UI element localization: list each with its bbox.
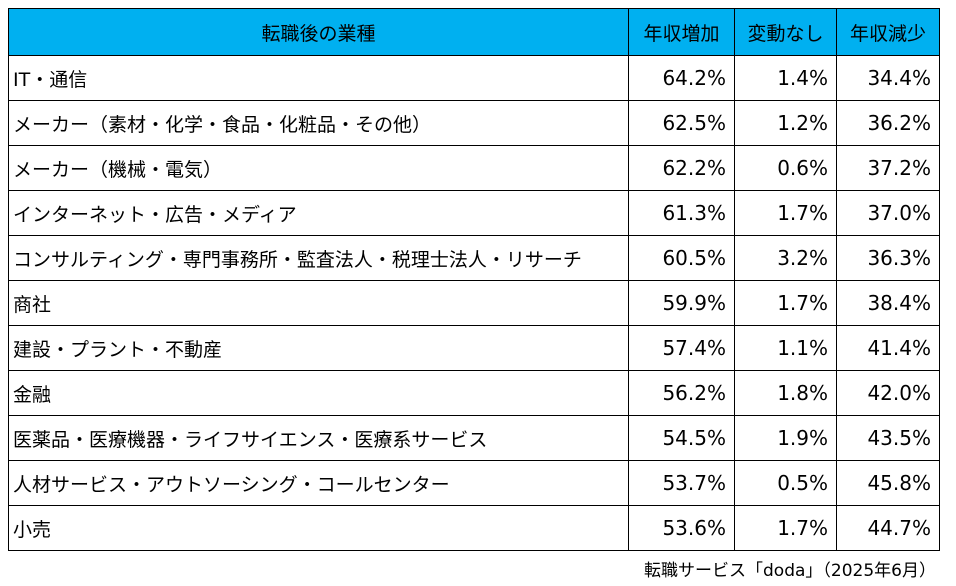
industry-cell: 建設・プラント・不動産 (8, 325, 629, 371)
unchanged-cell: 1.7% (734, 190, 837, 236)
table-row: インターネット・広告・メディア 61.3% 1.7% 37.0% (8, 190, 940, 236)
table-row: 人材サービス・アウトソーシング・コールセンター 53.7% 0.5% 45.8% (8, 460, 940, 506)
industry-cell: コンサルティング・専門事務所・監査法人・税理士法人・リサーチ (8, 235, 629, 281)
table-row: IT・通信 64.2% 1.4% 34.4% (8, 55, 940, 101)
decrease-cell: 34.4% (836, 55, 940, 101)
decrease-cell: 37.2% (836, 145, 940, 191)
header-unchanged: 変動なし (734, 8, 837, 56)
increase-cell: 53.6% (628, 505, 735, 551)
decrease-cell: 44.7% (836, 505, 940, 551)
decrease-cell: 43.5% (836, 415, 940, 461)
industry-cell: 商社 (8, 280, 629, 326)
increase-cell: 57.4% (628, 325, 735, 371)
header-decrease: 年収減少 (836, 8, 940, 56)
increase-cell: 61.3% (628, 190, 735, 236)
industry-cell: 人材サービス・アウトソーシング・コールセンター (8, 460, 629, 506)
header-row: 転職後の業種 年収増加 変動なし 年収減少 (8, 8, 940, 56)
industry-cell: 金融 (8, 370, 629, 416)
increase-cell: 53.7% (628, 460, 735, 506)
industry-cell: メーカー（素材・化学・食品・化粧品・その他） (8, 100, 629, 146)
increase-cell: 62.2% (628, 145, 735, 191)
increase-cell: 59.9% (628, 280, 735, 326)
industry-cell: 医薬品・医療機器・ライフサイエンス・医療系サービス (8, 415, 629, 461)
decrease-cell: 36.3% (836, 235, 940, 281)
increase-cell: 60.5% (628, 235, 735, 281)
table-row: 医薬品・医療機器・ライフサイエンス・医療系サービス 54.5% 1.9% 43.5% (8, 415, 940, 461)
decrease-cell: 45.8% (836, 460, 940, 506)
increase-cell: 54.5% (628, 415, 735, 461)
decrease-cell: 41.4% (836, 325, 940, 371)
decrease-cell: 37.0% (836, 190, 940, 236)
industry-cell: 小売 (8, 505, 629, 551)
decrease-cell: 42.0% (836, 370, 940, 416)
table-row: 商社 59.9% 1.7% 38.4% (8, 280, 940, 326)
unchanged-cell: 1.7% (734, 280, 837, 326)
industry-cell: インターネット・広告・メディア (8, 190, 629, 236)
unchanged-cell: 3.2% (734, 235, 837, 281)
source-note: 転職サービス「doda」（2025年6月） (644, 561, 936, 581)
data-table: 転職後の業種 年収増加 変動なし 年収減少 IT・通信 64.2% 1.4% 34.4… (8, 8, 940, 551)
unchanged-cell: 0.6% (734, 145, 837, 191)
unchanged-cell: 1.8% (734, 370, 837, 416)
unchanged-cell: 0.5% (734, 460, 837, 506)
header-increase: 年収増加 (628, 8, 735, 56)
header-industry: 転職後の業種 (8, 8, 629, 56)
increase-cell: 56.2% (628, 370, 735, 416)
increase-cell: 62.5% (628, 100, 735, 146)
industry-cell: メーカー（機械・電気） (8, 145, 629, 191)
unchanged-cell: 1.1% (734, 325, 837, 371)
decrease-cell: 36.2% (836, 100, 940, 146)
table-row: メーカー（機械・電気） 62.2% 0.6% 37.2% (8, 145, 940, 191)
decrease-cell: 38.4% (836, 280, 940, 326)
table-row: コンサルティング・専門事務所・監査法人・税理士法人・リサーチ 60.5% 3.2% 3… (8, 235, 940, 281)
unchanged-cell: 1.9% (734, 415, 837, 461)
table-row: 小売 53.6% 1.7% 44.7% (8, 505, 940, 551)
increase-cell: 64.2% (628, 55, 735, 101)
table-row: メーカー（素材・化学・食品・化粧品・その他） 62.5% 1.2% 36.2% (8, 100, 940, 146)
unchanged-cell: 1.4% (734, 55, 837, 101)
unchanged-cell: 1.2% (734, 100, 837, 146)
industry-cell: IT・通信 (8, 55, 629, 101)
unchanged-cell: 1.7% (734, 505, 837, 551)
table-row: 金融 56.2% 1.8% 42.0% (8, 370, 940, 416)
table-row: 建設・プラント・不動産 57.4% 1.1% 41.4% (8, 325, 940, 371)
